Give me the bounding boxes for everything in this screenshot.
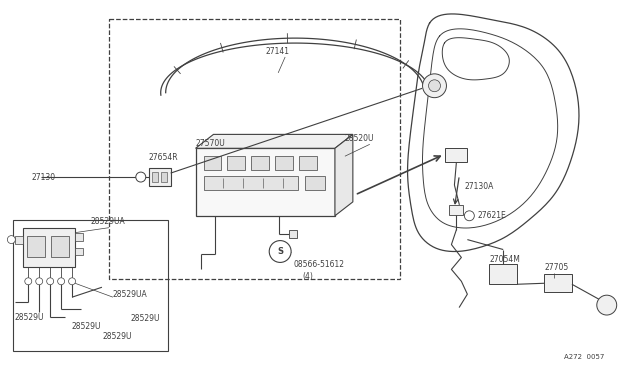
Circle shape: [58, 278, 65, 285]
Bar: [13, 220, 168, 351]
Circle shape: [68, 278, 76, 285]
Circle shape: [136, 172, 146, 182]
Bar: [252, 156, 269, 170]
Bar: [161, 172, 166, 182]
Text: 28529UA: 28529UA: [113, 290, 148, 299]
Bar: [23, 228, 75, 267]
Text: 28529U: 28529U: [131, 314, 161, 324]
Circle shape: [269, 241, 291, 262]
Bar: [196, 148, 335, 216]
Text: 08566-51612: 08566-51612: [293, 260, 344, 269]
Bar: [109, 19, 399, 279]
Circle shape: [47, 278, 54, 285]
Text: 28529UA: 28529UA: [91, 217, 125, 226]
Bar: [28, 235, 45, 257]
Text: 27654R: 27654R: [148, 153, 179, 162]
Text: A272  0057: A272 0057: [564, 354, 604, 360]
Polygon shape: [196, 134, 353, 148]
Bar: [544, 274, 572, 292]
Text: 27570U: 27570U: [196, 139, 225, 148]
Bar: [148, 168, 171, 186]
Bar: [227, 156, 245, 170]
Bar: [204, 156, 221, 170]
Text: (4): (4): [302, 272, 313, 281]
Bar: [51, 235, 69, 257]
Bar: [445, 148, 467, 162]
Text: 28529U: 28529U: [14, 312, 44, 321]
Bar: [75, 247, 83, 256]
Text: 28520U: 28520U: [345, 134, 374, 143]
Bar: [489, 264, 517, 284]
Circle shape: [422, 74, 447, 98]
Circle shape: [465, 211, 474, 221]
Circle shape: [8, 235, 15, 244]
Polygon shape: [335, 134, 353, 216]
Bar: [289, 230, 297, 238]
Text: 27130: 27130: [31, 173, 56, 182]
Text: 28529U: 28529U: [71, 323, 100, 331]
Text: 27054M: 27054M: [489, 255, 520, 264]
Circle shape: [429, 80, 440, 92]
Text: S: S: [277, 247, 283, 256]
Bar: [275, 156, 293, 170]
Text: 27130A: 27130A: [465, 182, 493, 190]
Bar: [299, 156, 317, 170]
Circle shape: [36, 278, 43, 285]
Bar: [15, 235, 23, 244]
Bar: [152, 172, 157, 182]
Bar: [75, 232, 83, 241]
Bar: [204, 176, 298, 190]
Circle shape: [25, 278, 32, 285]
Text: 27705: 27705: [544, 263, 568, 272]
Bar: [305, 176, 325, 190]
Text: 27141: 27141: [265, 46, 289, 55]
Text: 28529U: 28529U: [103, 332, 132, 341]
Text: 27621E: 27621E: [477, 211, 506, 220]
Circle shape: [596, 295, 617, 315]
Bar: [449, 205, 463, 215]
